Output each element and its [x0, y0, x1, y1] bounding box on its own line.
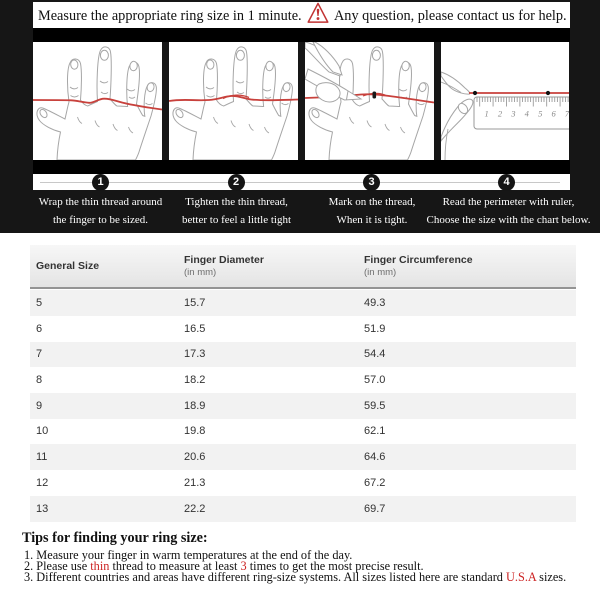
svg-text:6: 6	[551, 109, 556, 119]
svg-text:7: 7	[565, 109, 569, 119]
svg-text:2: 2	[498, 109, 503, 119]
svg-text:1: 1	[484, 109, 488, 119]
svg-text:3: 3	[510, 109, 515, 119]
svg-text:5: 5	[538, 109, 542, 119]
svg-text:4: 4	[525, 109, 530, 119]
